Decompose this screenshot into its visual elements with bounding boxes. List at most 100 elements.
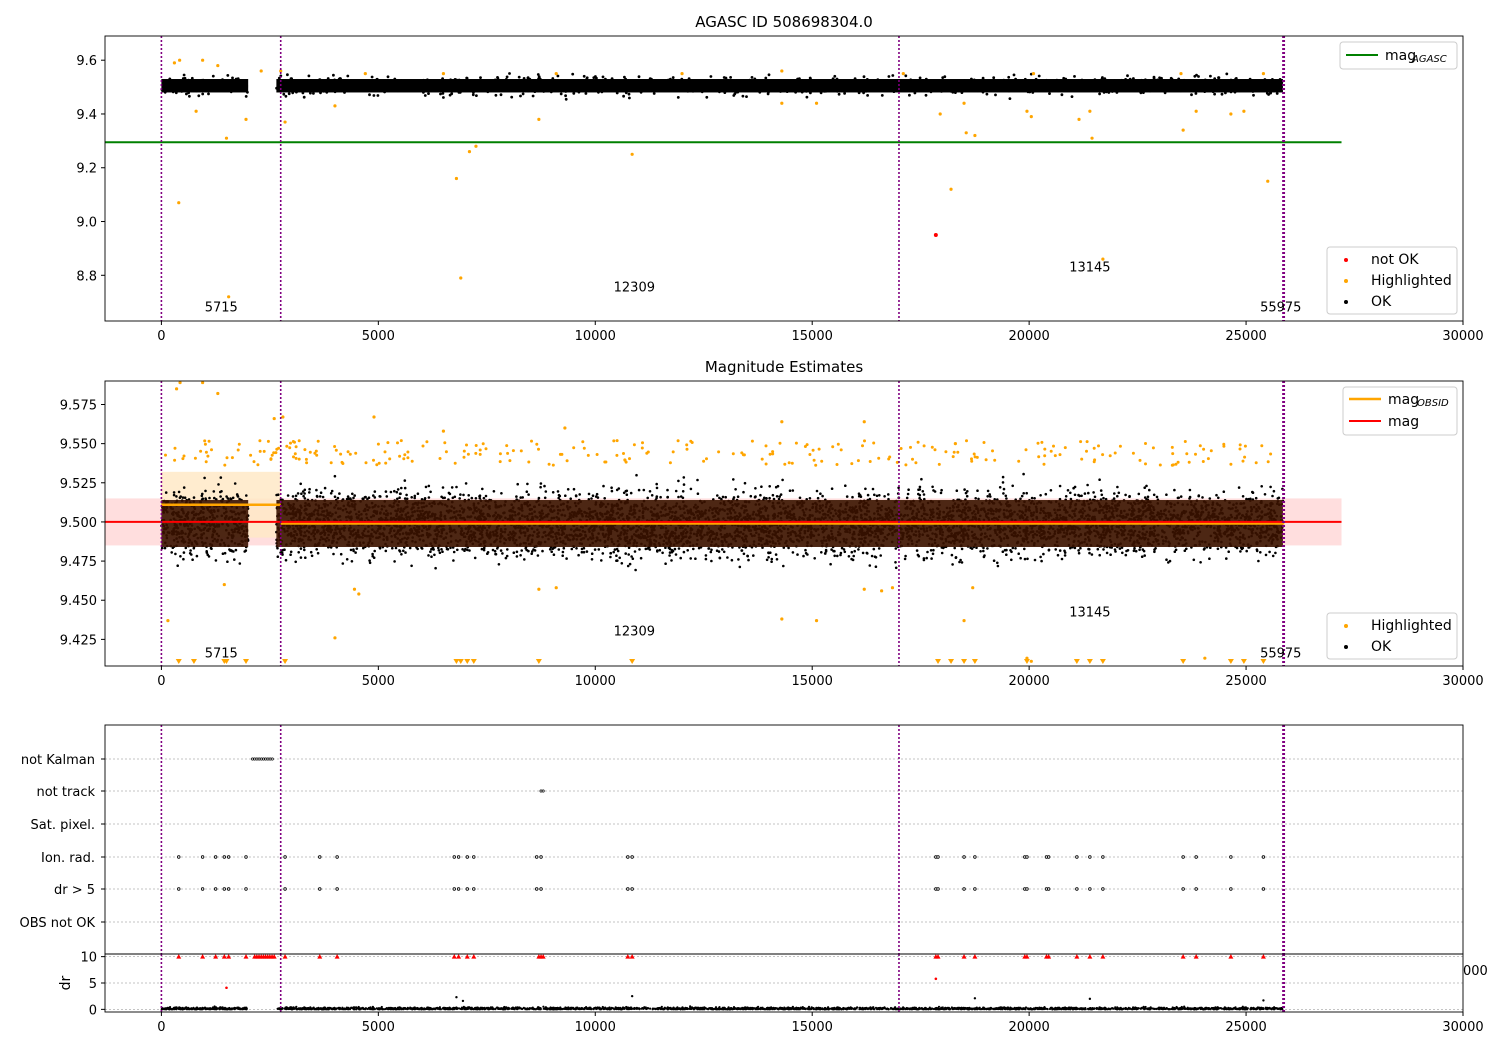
- ok-point: [1129, 87, 1132, 91]
- ok-point: [458, 91, 462, 94]
- ok-point: [190, 553, 193, 556]
- ok-point: [405, 84, 408, 88]
- ok-point: [1158, 88, 1162, 92]
- ok-point: [539, 482, 543, 485]
- ok-point: [968, 86, 972, 89]
- ok-point: [682, 476, 686, 479]
- ok-point: [208, 496, 211, 500]
- ok-point: [1241, 82, 1245, 86]
- ok-point: [517, 75, 521, 79]
- ok-point: [338, 492, 341, 495]
- ok-point: [1230, 83, 1234, 87]
- ok-point: [332, 81, 335, 85]
- ok-point: [1148, 87, 1152, 91]
- ok-point: [713, 84, 716, 88]
- legend-label: Highlighted: [1371, 273, 1452, 289]
- ok-point: [784, 85, 788, 89]
- agasc-magnitude-panel: AGASC ID 508698304.0 5715123091314555975…: [76, 13, 1483, 344]
- ok-point: [316, 551, 320, 555]
- highlighted-point: [1088, 109, 1092, 113]
- ok-point: [658, 548, 662, 552]
- ok-point: [383, 80, 387, 84]
- highlighted-point: [283, 120, 287, 124]
- ok-point: [931, 485, 934, 489]
- ok-point: [441, 77, 444, 80]
- ok-point: [608, 81, 612, 85]
- ok-point: [731, 84, 734, 88]
- ok-point: [505, 88, 508, 92]
- ok-point: [1063, 80, 1066, 84]
- ok-point: [1136, 82, 1140, 85]
- ok-point: [588, 88, 592, 91]
- ok-point: [616, 549, 620, 553]
- ok-point: [843, 92, 846, 95]
- ok-point: [642, 85, 646, 88]
- ok-point: [1247, 81, 1251, 85]
- ok-point: [1098, 87, 1102, 90]
- ok-point: [864, 86, 868, 89]
- ok-point: [349, 83, 352, 86]
- ok-point: [478, 494, 482, 498]
- ok-point: [1112, 79, 1116, 82]
- ok-point: [537, 496, 541, 500]
- ok-point: [362, 86, 366, 90]
- ok-point: [789, 87, 793, 91]
- ok-point: [752, 554, 755, 557]
- ok-point: [742, 82, 745, 86]
- ok-point: [1179, 89, 1183, 93]
- ok-point: [979, 81, 982, 85]
- ok-point: [425, 87, 428, 91]
- ok-point: [1159, 79, 1162, 82]
- ok-point: [890, 84, 894, 87]
- ok-point: [1158, 82, 1162, 85]
- ok-point: [516, 482, 519, 486]
- ok-point: [1191, 82, 1195, 86]
- ok-point: [189, 549, 192, 552]
- ok-point: [996, 561, 999, 565]
- ok-point: [710, 85, 714, 88]
- ok-point: [641, 87, 644, 91]
- ok-point: [533, 90, 537, 93]
- ok-point: [577, 79, 580, 82]
- ok-point: [924, 79, 927, 83]
- ok-point: [1252, 93, 1255, 97]
- ok-point: [368, 561, 372, 565]
- ok-point: [802, 86, 805, 89]
- ok-point: [1110, 90, 1114, 93]
- ok-point: [1234, 79, 1238, 83]
- ok-point: [725, 87, 729, 91]
- ok-point: [288, 88, 292, 92]
- ok-point: [343, 85, 347, 88]
- ok-point: [754, 81, 758, 84]
- ok-point: [362, 82, 366, 86]
- ok-point: [322, 87, 326, 91]
- ok-point: [1069, 546, 1072, 550]
- chart-title: Magnitude Estimates: [705, 358, 863, 376]
- ok-point: [771, 81, 775, 85]
- ok-point: [1208, 557, 1211, 560]
- ok-point: [848, 86, 852, 89]
- ok-point: [818, 83, 821, 87]
- ok-point: [241, 82, 245, 86]
- ok-point: [576, 86, 579, 90]
- ok-point: [940, 90, 943, 93]
- ok-point: [531, 94, 535, 98]
- highlighted-point: [780, 101, 784, 105]
- ok-point: [876, 78, 880, 81]
- ok-point: [172, 82, 176, 86]
- ok-point: [918, 76, 922, 80]
- ok-point: [285, 86, 288, 89]
- ok-point: [985, 92, 989, 96]
- ok-point: [1208, 83, 1212, 87]
- ok-point: [1141, 81, 1145, 85]
- ok-point: [1263, 84, 1267, 88]
- ok-point: [1088, 551, 1091, 555]
- ok-point: [977, 89, 981, 92]
- ok-point: [743, 481, 747, 485]
- ok-point: [468, 87, 472, 90]
- ok-point: [1098, 553, 1101, 557]
- ok-point: [833, 87, 836, 90]
- ok-point: [294, 87, 298, 91]
- ok-point: [804, 89, 808, 93]
- ok-point: [1071, 85, 1074, 89]
